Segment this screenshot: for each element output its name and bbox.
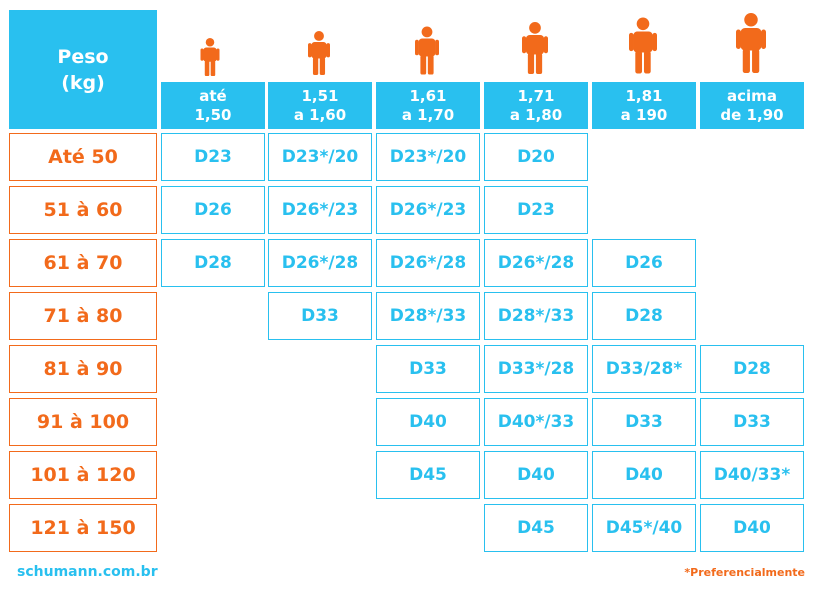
person-icon bbox=[522, 20, 548, 76]
density-cell: D45*/40 bbox=[592, 504, 696, 552]
height-header-1: até 1,50 bbox=[161, 82, 265, 129]
density-cell: D26 bbox=[161, 186, 265, 234]
density-cell: D28*/33 bbox=[376, 292, 480, 340]
footnote-label: *Preferencialmente bbox=[684, 566, 805, 579]
website-label: schumann.com.br bbox=[17, 564, 158, 580]
person-icon bbox=[200, 38, 220, 76]
density-cell: D40*/33 bbox=[484, 398, 588, 446]
height-header-line2: a 1,60 bbox=[293, 105, 347, 124]
weight-header-line1: Peso bbox=[57, 45, 109, 68]
weight-range-cell: 81 à 90 bbox=[9, 345, 157, 393]
weight-range-cell: 61 à 70 bbox=[9, 239, 157, 287]
weight-header-line2: (kg) bbox=[61, 71, 105, 94]
density-cell: D40 bbox=[592, 451, 696, 499]
person-icon bbox=[629, 15, 657, 76]
person-icon bbox=[308, 30, 330, 76]
density-cell: D20 bbox=[484, 133, 588, 181]
height-header-line1: 1,61 bbox=[409, 86, 447, 105]
density-cell: D33*/28 bbox=[484, 345, 588, 393]
height-header-line1: 1,51 bbox=[301, 86, 339, 105]
height-header-6: acima de 1,90 bbox=[700, 82, 804, 129]
weight-range-cell: 101 à 120 bbox=[9, 451, 157, 499]
density-cell: D40/33* bbox=[700, 451, 804, 499]
height-header-line2: a 1,70 bbox=[401, 105, 455, 124]
density-cell: D28 bbox=[700, 345, 804, 393]
height-header-line2: a 1,80 bbox=[509, 105, 563, 124]
weight-range-cell: 71 à 80 bbox=[9, 292, 157, 340]
weight-range-cell: 51 à 60 bbox=[9, 186, 157, 234]
density-cell: D26*/23 bbox=[376, 186, 480, 234]
density-cell: D33/28* bbox=[592, 345, 696, 393]
height-header-line2: a 190 bbox=[620, 105, 668, 124]
weight-range-cell: Até 50 bbox=[9, 133, 157, 181]
density-cell: D33 bbox=[700, 398, 804, 446]
density-cell: D45 bbox=[376, 451, 480, 499]
density-cell: D28 bbox=[161, 239, 265, 287]
density-cell: D26*/23 bbox=[268, 186, 372, 234]
weight-range-cell: 121 à 150 bbox=[9, 504, 157, 552]
weight-range-cell: 91 à 100 bbox=[9, 398, 157, 446]
person-icon bbox=[415, 25, 439, 76]
density-cell: D23*/20 bbox=[268, 133, 372, 181]
density-cell: D40 bbox=[484, 451, 588, 499]
density-cell: D23 bbox=[484, 186, 588, 234]
density-cell: D45 bbox=[484, 504, 588, 552]
density-cell: D23 bbox=[161, 133, 265, 181]
density-cell: D33 bbox=[268, 292, 372, 340]
person-icon bbox=[736, 10, 766, 76]
density-cell: D40 bbox=[700, 504, 804, 552]
density-cell: D26*/28 bbox=[268, 239, 372, 287]
density-cell: D28 bbox=[592, 292, 696, 340]
density-cell: D40 bbox=[376, 398, 480, 446]
height-header-line2: de 1,90 bbox=[720, 105, 784, 124]
density-cell: D33 bbox=[376, 345, 480, 393]
density-cell: D33 bbox=[592, 398, 696, 446]
height-header-line1: acima bbox=[727, 86, 777, 105]
height-header-4: 1,71 a 1,80 bbox=[484, 82, 588, 129]
height-header-5: 1,81 a 190 bbox=[592, 82, 696, 129]
height-header-line2: 1,50 bbox=[194, 105, 232, 124]
density-cell: D26*/28 bbox=[376, 239, 480, 287]
density-cell: D23*/20 bbox=[376, 133, 480, 181]
density-cell: D26*/28 bbox=[484, 239, 588, 287]
height-header-line1: 1,71 bbox=[517, 86, 555, 105]
weight-column-header: Peso (kg) bbox=[9, 10, 157, 129]
height-header-3: 1,61 a 1,70 bbox=[376, 82, 480, 129]
height-header-2: 1,51 a 1,60 bbox=[268, 82, 372, 129]
density-cell: D26 bbox=[592, 239, 696, 287]
density-cell: D28*/33 bbox=[484, 292, 588, 340]
height-header-line1: até bbox=[199, 86, 227, 105]
height-header-line1: 1,81 bbox=[625, 86, 663, 105]
